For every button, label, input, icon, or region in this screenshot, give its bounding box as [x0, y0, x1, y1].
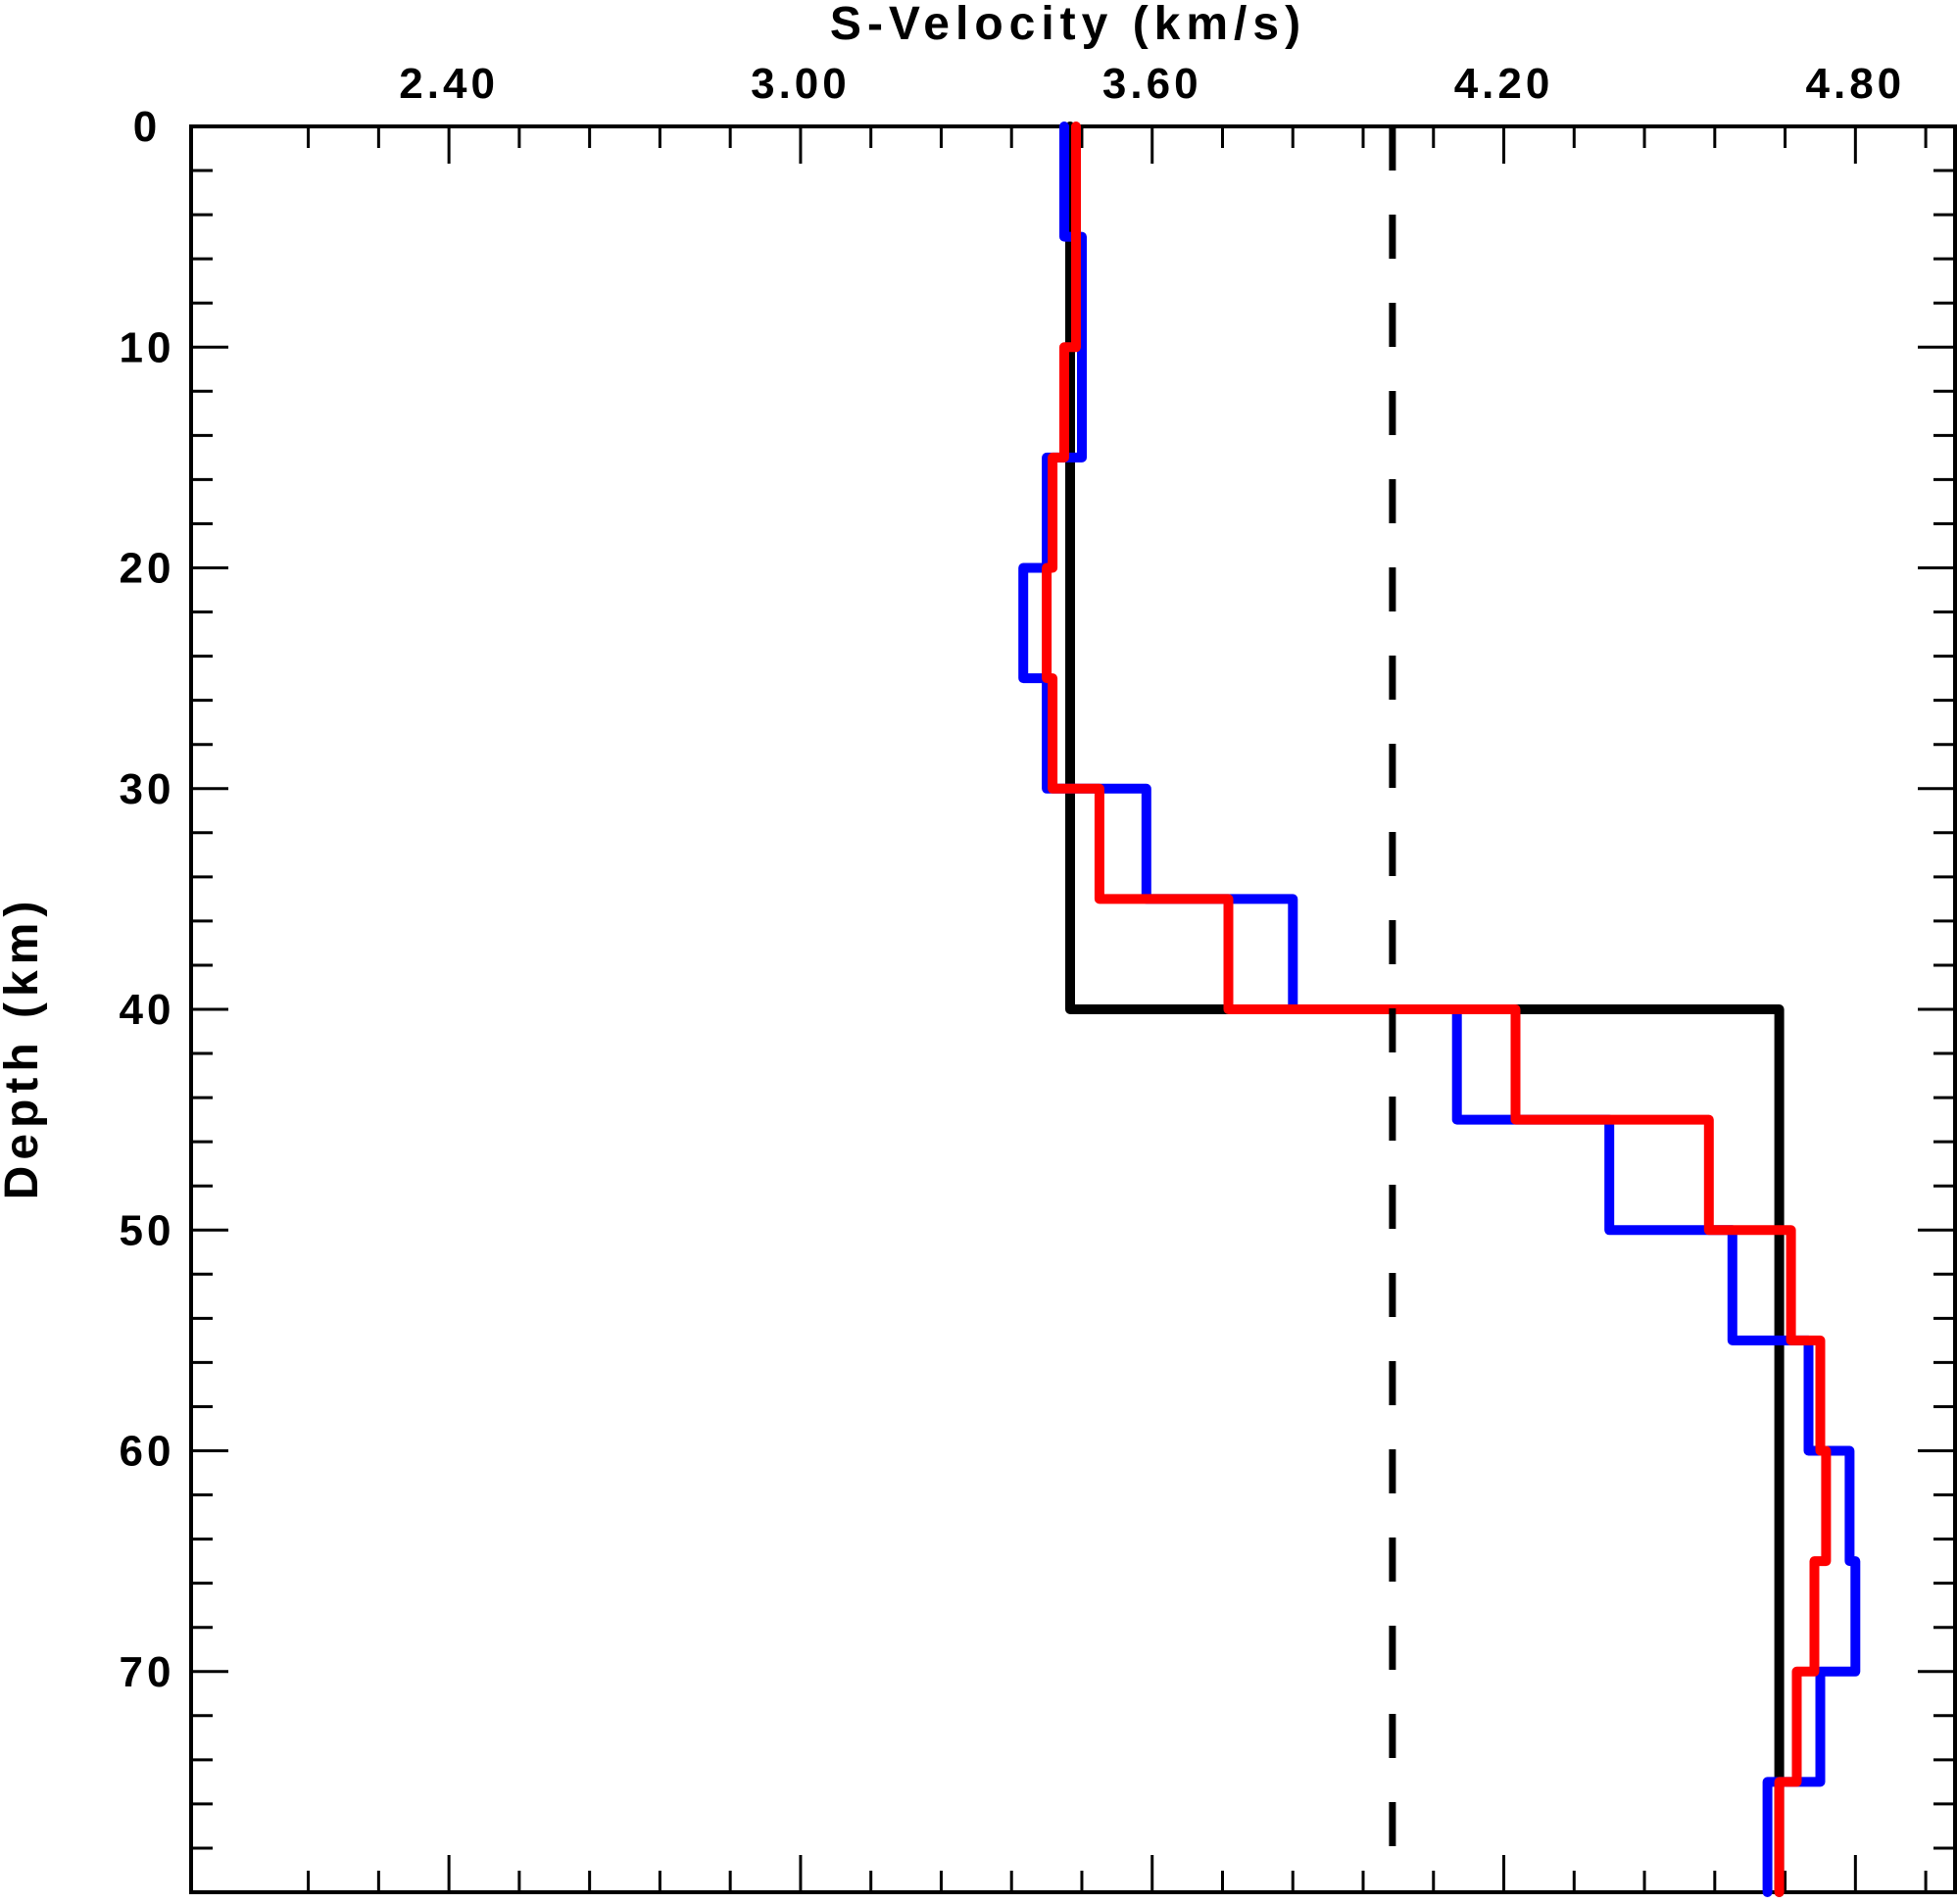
x-axis-title: S-Velocity (km/s): [830, 0, 1306, 50]
y-tick-label: 20: [120, 545, 175, 593]
y-tick-label: 50: [120, 1206, 175, 1254]
red-model-line: [1042, 122, 1832, 1897]
y-axis-title: Depth (km): [0, 896, 48, 1200]
x-tick-label: 3.00: [751, 60, 851, 108]
y-tick-label: 0: [133, 103, 161, 151]
y-tick-label: 70: [120, 1648, 175, 1696]
x-tick-label: 2.40: [399, 60, 499, 108]
y-tick-label: 30: [120, 765, 175, 813]
y-tick-label: 60: [120, 1428, 175, 1476]
y-tick-label: 40: [120, 986, 175, 1034]
x-tick-label: 4.80: [1806, 60, 1906, 108]
x-tick-label: 4.20: [1454, 60, 1554, 108]
x-tick-label: 3.60: [1102, 60, 1202, 108]
y-tick-label: 10: [120, 323, 175, 371]
